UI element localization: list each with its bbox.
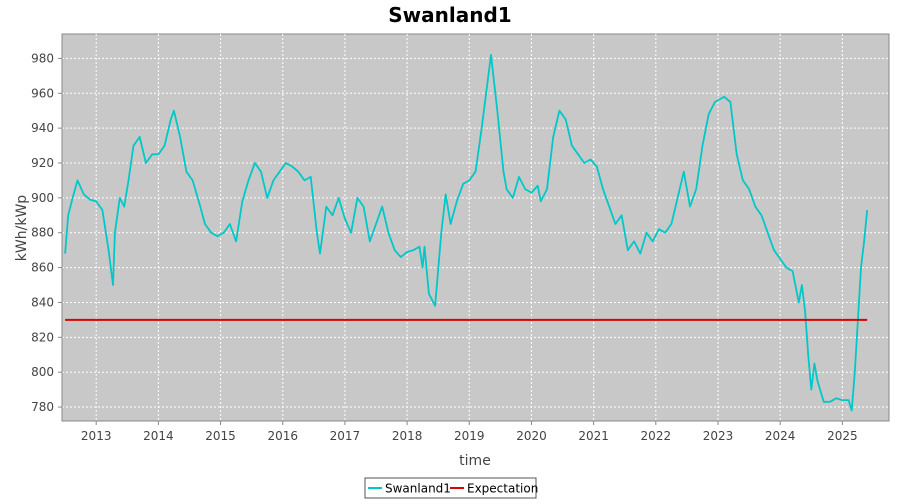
x-tick-label: 2022 [641,429,672,443]
legend: Swanland1 Expectation [364,477,538,499]
y-tick-label: 860 [31,261,54,275]
x-tick-label: 2014 [143,429,174,443]
y-tick-label: 940 [31,121,54,135]
y-tick-label: 840 [31,295,54,309]
x-axis-label: time [459,453,491,469]
axes [58,34,889,425]
x-tick-label: 2020 [516,429,547,443]
y-tick-label: 920 [31,156,54,170]
y-axis-label: kWh/kWp [14,195,30,261]
x-tick-label: 2019 [454,429,485,443]
x-tick-label: 2016 [267,429,298,443]
plot-area [61,33,890,422]
y-tick-label: 960 [31,86,54,100]
y-tick-label: 880 [31,226,54,240]
y-tick-label: 780 [31,400,54,414]
x-tick-label: 2024 [765,429,796,443]
x-tick-label: 2018 [392,429,423,443]
series-layer [64,54,869,412]
y-tick-label: 900 [31,191,54,205]
chart-title: Swanland1 [388,3,511,27]
x-tick-label: 2023 [703,429,734,443]
x-tick-label: 2025 [827,429,858,443]
y-tick-label: 800 [31,365,54,379]
legend-label-expectation: Expectation [467,482,538,496]
legend-label-swanland1: Swanland1 [385,482,451,496]
x-tick-label: 2021 [578,429,609,443]
grid-lines [62,34,889,421]
y-tick-label: 980 [31,51,54,65]
y-tick-labels: 780 800 820 840 860 880 900 920 940 960 980 [31,51,54,414]
x-tick-label: 2015 [205,429,236,443]
x-tick-label: 2017 [330,429,361,443]
series-line-swanland1 [64,54,869,412]
x-tick-label: 2013 [81,429,112,443]
x-tick-labels: 2013 2014 2015 2016 2017 2018 2019 2020 2021 2022… [81,429,858,443]
y-tick-label: 820 [31,330,54,344]
